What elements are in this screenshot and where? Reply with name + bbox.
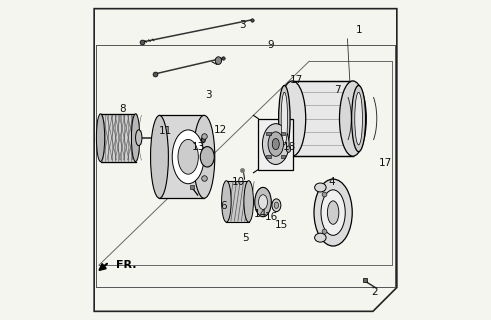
Ellipse shape <box>259 195 268 209</box>
Text: 9: 9 <box>267 40 273 50</box>
Polygon shape <box>94 9 397 311</box>
Ellipse shape <box>200 147 214 167</box>
Ellipse shape <box>352 85 366 152</box>
Ellipse shape <box>273 139 279 150</box>
Text: 17: 17 <box>290 75 303 85</box>
Ellipse shape <box>151 116 168 198</box>
Text: 2: 2 <box>371 287 378 297</box>
Text: 12: 12 <box>214 125 227 135</box>
Ellipse shape <box>278 85 290 152</box>
Ellipse shape <box>281 92 288 145</box>
Text: 3: 3 <box>239 20 246 29</box>
Text: 17: 17 <box>379 158 392 168</box>
Text: 3: 3 <box>206 90 212 100</box>
Text: 8: 8 <box>119 104 126 114</box>
Bar <box>266 132 271 135</box>
Ellipse shape <box>178 140 198 174</box>
Text: 5: 5 <box>242 233 249 243</box>
Ellipse shape <box>201 137 205 142</box>
Ellipse shape <box>132 114 140 162</box>
Text: FR.: FR. <box>115 260 136 270</box>
Ellipse shape <box>321 190 345 235</box>
Ellipse shape <box>339 81 366 156</box>
Text: 4: 4 <box>328 177 335 187</box>
Ellipse shape <box>193 116 215 198</box>
Bar <box>266 155 271 158</box>
Ellipse shape <box>136 130 142 146</box>
Ellipse shape <box>172 130 204 184</box>
Ellipse shape <box>96 114 105 162</box>
Bar <box>258 119 293 170</box>
Text: 14: 14 <box>254 209 268 219</box>
Bar <box>281 132 285 135</box>
Text: 18: 18 <box>283 142 296 152</box>
Ellipse shape <box>314 179 352 246</box>
Ellipse shape <box>215 57 221 64</box>
Text: 1: 1 <box>356 25 363 35</box>
Ellipse shape <box>263 124 289 164</box>
Ellipse shape <box>286 146 291 152</box>
Text: 11: 11 <box>159 126 172 136</box>
Ellipse shape <box>255 188 272 217</box>
Ellipse shape <box>355 92 362 145</box>
Text: 7: 7 <box>334 85 341 95</box>
Text: 15: 15 <box>274 220 288 230</box>
Ellipse shape <box>279 81 306 156</box>
Ellipse shape <box>268 132 283 156</box>
Bar <box>281 155 285 158</box>
Ellipse shape <box>315 183 326 192</box>
Bar <box>292 81 353 156</box>
Ellipse shape <box>327 201 339 224</box>
Text: 13: 13 <box>191 142 205 152</box>
Ellipse shape <box>272 199 281 212</box>
Text: 16: 16 <box>265 212 278 222</box>
Ellipse shape <box>315 233 326 242</box>
Ellipse shape <box>274 202 278 208</box>
Text: 10: 10 <box>232 177 245 187</box>
Bar <box>101 114 136 162</box>
Bar <box>160 116 204 198</box>
Ellipse shape <box>221 181 231 222</box>
Text: 6: 6 <box>220 201 226 211</box>
Bar <box>226 181 248 222</box>
Ellipse shape <box>244 181 253 222</box>
